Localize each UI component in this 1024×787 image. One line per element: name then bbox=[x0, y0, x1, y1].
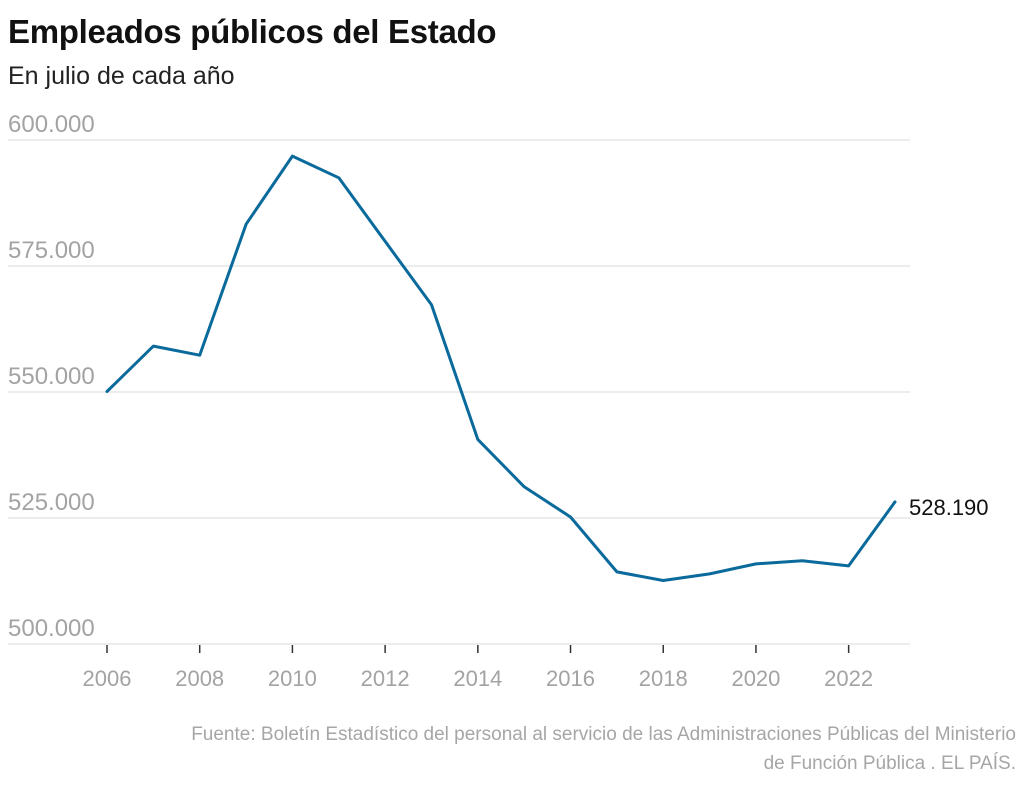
chart-subtitle: En julio de cada año bbox=[8, 62, 235, 90]
end-value-label: 528.190 bbox=[909, 495, 989, 520]
x-tick-label: 2008 bbox=[175, 666, 224, 691]
y-tick-label: 500.000 bbox=[8, 615, 95, 642]
annotations: 528.190 bbox=[909, 495, 989, 520]
x-tick-label: 2006 bbox=[83, 666, 132, 691]
x-tick-label: 2020 bbox=[731, 666, 780, 691]
x-axis: 2006 2008 2010 2012 2014 2016 2018 2020 2022 bbox=[83, 645, 873, 691]
y-tick-label: 525.000 bbox=[8, 489, 95, 516]
source-note: Fuente: Boletín Estadístico del personal… bbox=[6, 720, 1016, 778]
x-tick-label: 2018 bbox=[639, 666, 688, 691]
x-tick-label: 2022 bbox=[824, 666, 873, 691]
x-tick-label: 2014 bbox=[453, 666, 502, 691]
x-tick-label: 2010 bbox=[268, 666, 317, 691]
y-axis-labels: 500.000 525.000 550.000 575.000 600.000 bbox=[8, 111, 95, 642]
series bbox=[105, 154, 897, 582]
gridlines bbox=[8, 139, 910, 645]
y-tick-label: 600.000 bbox=[8, 111, 95, 138]
chart-title: Empleados públicos del Estado bbox=[8, 13, 497, 50]
x-tick-label: 2012 bbox=[361, 666, 410, 691]
x-tick-label: 2016 bbox=[546, 666, 595, 691]
y-tick-label: 550.000 bbox=[8, 363, 95, 390]
series-line bbox=[105, 154, 897, 582]
y-tick-label: 575.000 bbox=[8, 237, 95, 264]
source-line-1: Fuente: Boletín Estadístico del personal… bbox=[191, 724, 1016, 745]
source-line-2: de Función Pública . EL PAÍS. bbox=[763, 753, 1016, 774]
